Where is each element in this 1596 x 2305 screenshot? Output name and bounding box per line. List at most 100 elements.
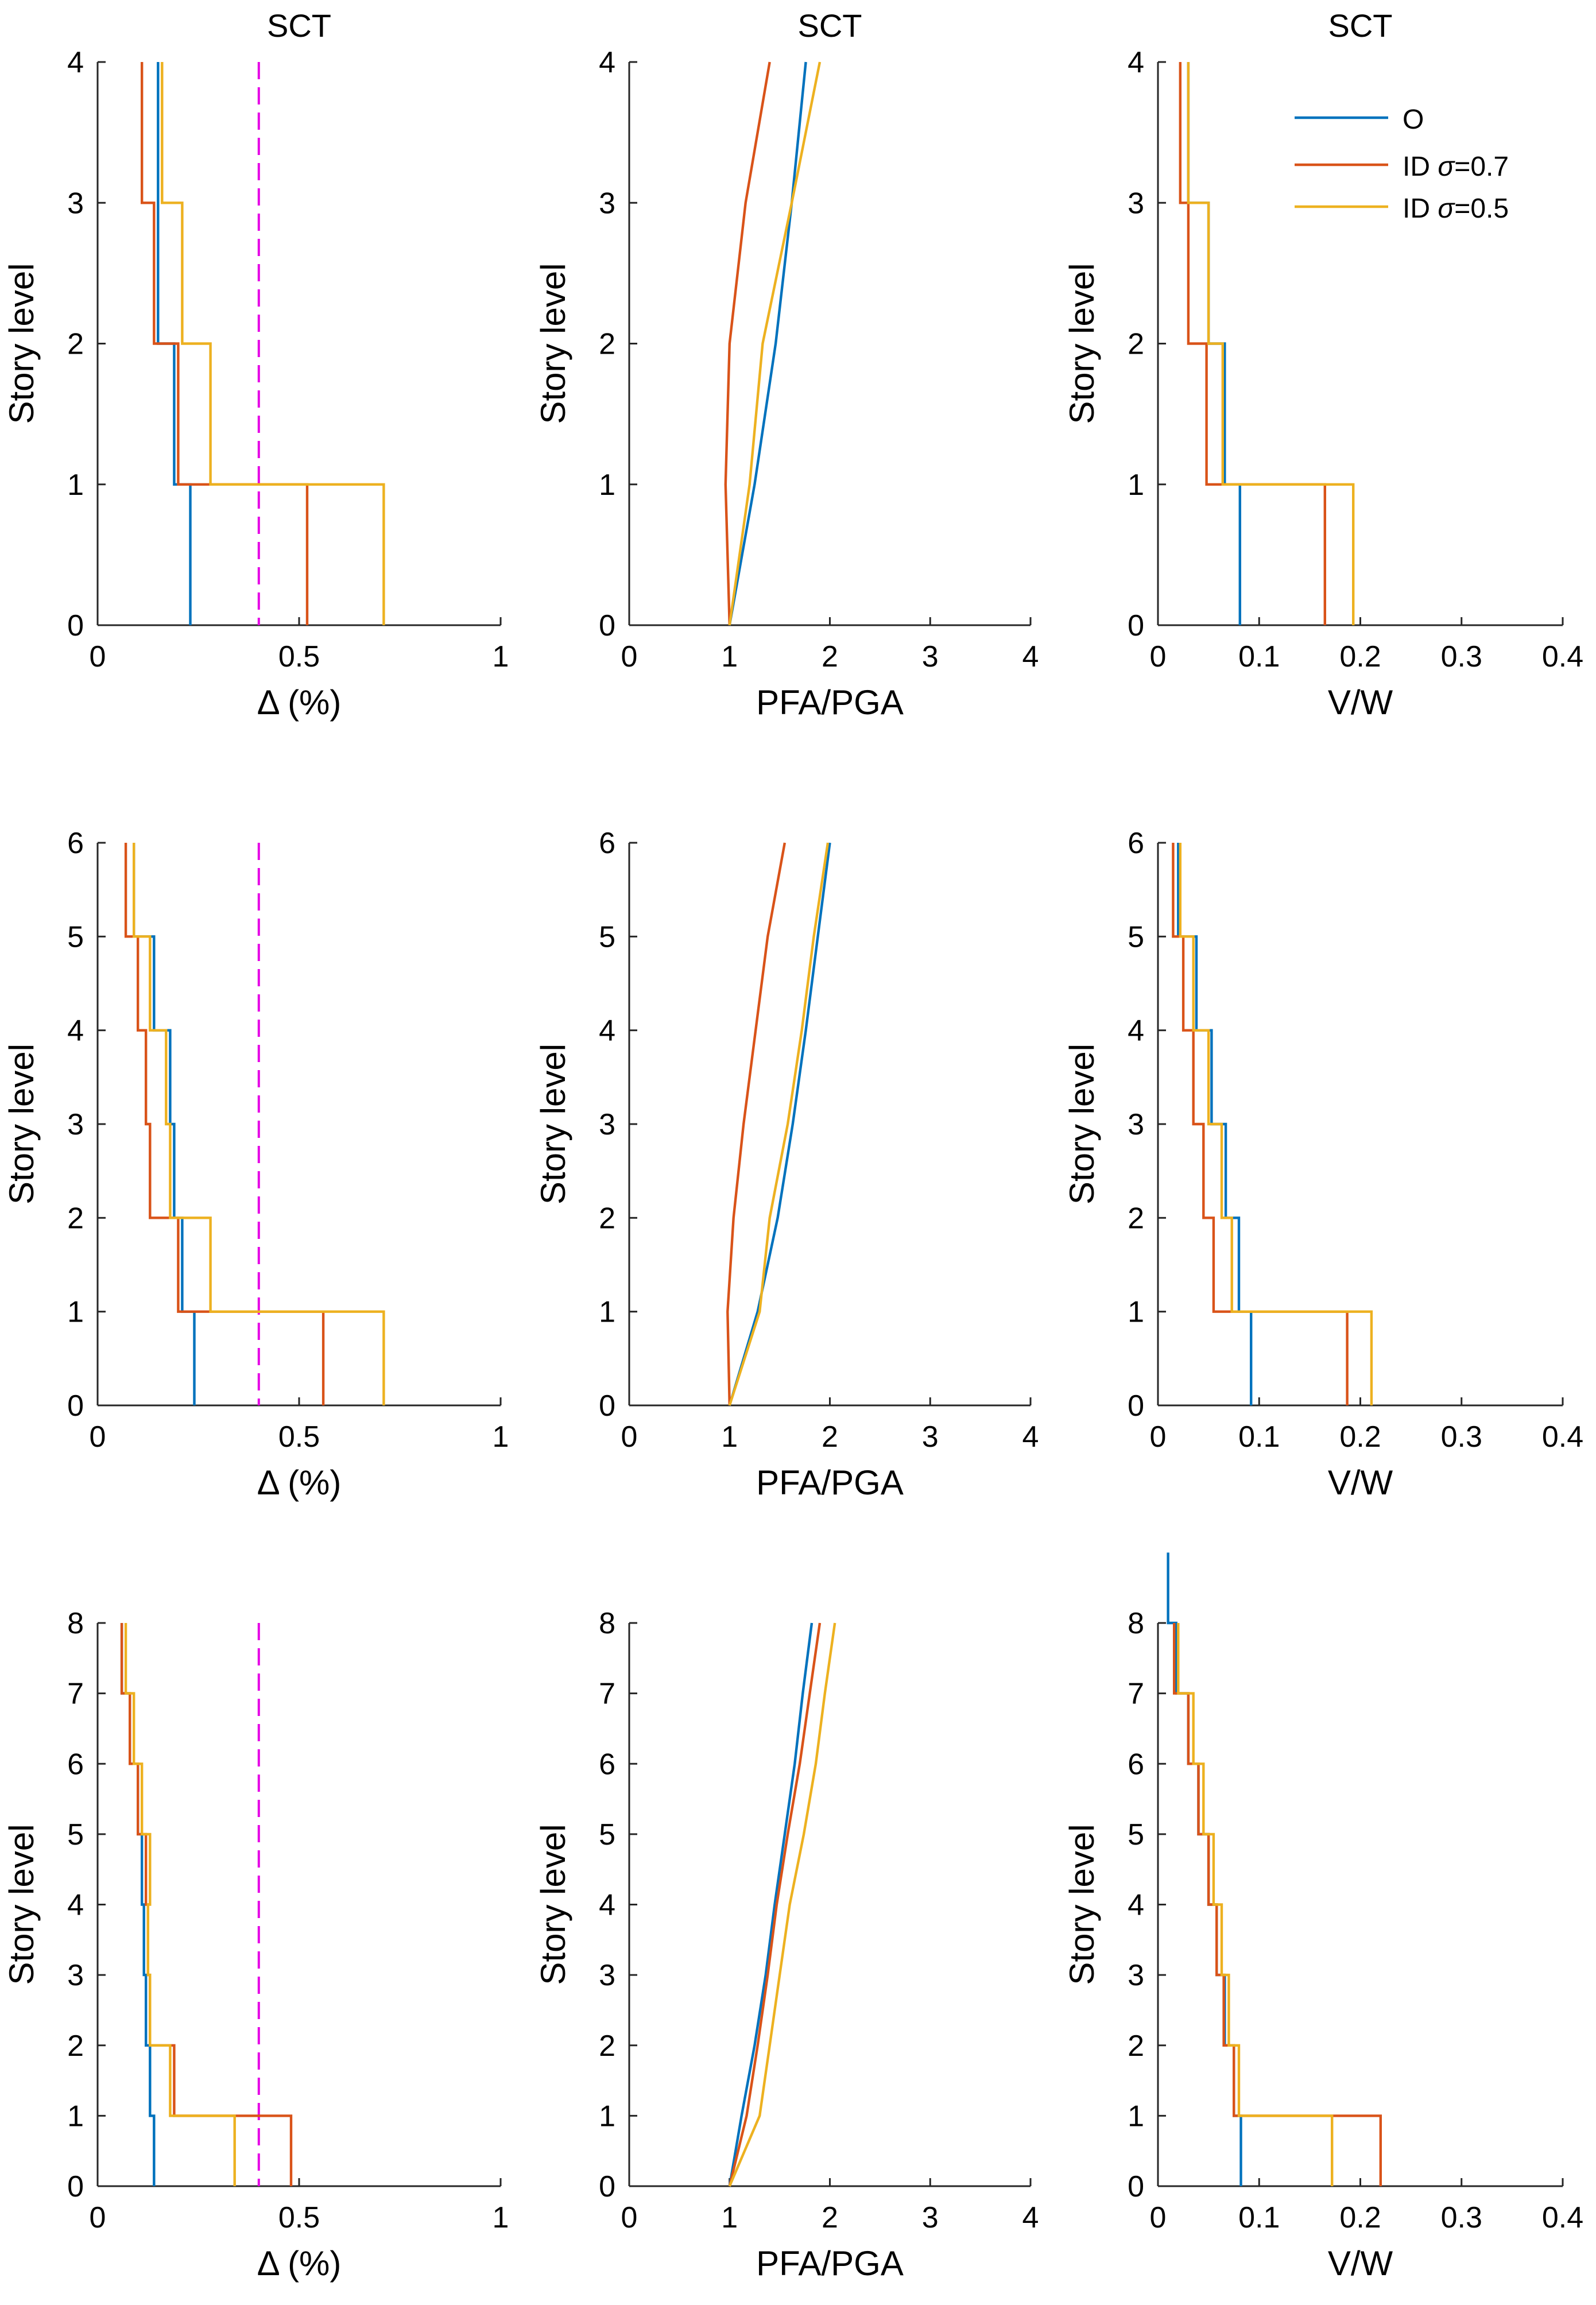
y-tick-label: 3 (1128, 1959, 1144, 1992)
x-tick-label: 1 (493, 640, 509, 673)
y-tick-label: 2 (599, 2029, 615, 2063)
x-axis-label: Δ (%) (257, 2244, 342, 2283)
y-tick-label: 4 (1128, 1889, 1144, 1922)
y-tick-label: 3 (67, 1108, 84, 1141)
y-tick-label: 2 (67, 328, 84, 361)
x-tick-label: 3 (922, 1420, 939, 1454)
y-tick-label: 3 (67, 187, 84, 220)
y-axis-label: Story level (1063, 1824, 1101, 1985)
series-line-ID-0-7 (724, 61, 771, 626)
y-tick-label: 0 (1128, 609, 1144, 642)
legend-sigma-symbol: σ (1438, 193, 1455, 224)
x-tick-label: 1 (721, 1420, 738, 1454)
y-axis-label: Story level (2, 1824, 41, 1985)
x-tick-label: 0.5 (278, 2201, 320, 2234)
x-axis-label: Δ (%) (257, 1463, 342, 1502)
chart-panel-r1c1: 0 1 2 3 4 0 0.5 1 Δ (%) Story level SCT (2, 7, 509, 722)
y-tick-label: 6 (1128, 827, 1144, 860)
y-tick-label: 5 (67, 920, 84, 954)
y-tick-label: 3 (599, 187, 615, 220)
y-tick-label: 1 (599, 468, 615, 502)
legend-sigma-value: =0.7 (1454, 152, 1509, 182)
y-tick-label: 5 (67, 1818, 84, 1851)
y-tick-label: 3 (599, 1108, 615, 1141)
chart-panel-r1c3: 0 1 2 3 4 0 0.1 0.2 0.3 0.4 V/W Story level SCT O ID σ… (1063, 7, 1583, 722)
y-tick-label: 0 (67, 1389, 84, 1423)
x-tick-label: 1 (493, 2201, 509, 2234)
y-tick-label: 3 (1128, 1108, 1144, 1141)
legend-label: ID σ=0.5 (1403, 193, 1509, 224)
x-tick-label: 0 (621, 1420, 638, 1454)
series-line-ID-0-5 (728, 61, 822, 626)
y-tick-label: 4 (1128, 46, 1144, 79)
y-tick-label: 4 (67, 1014, 84, 1048)
y-tick-label: 0 (67, 609, 84, 642)
y-axis-label: Story level (2, 1044, 41, 1204)
y-tick-label: 0 (599, 609, 615, 642)
y-tick-label: 7 (67, 1678, 84, 1711)
x-tick-label: 0 (621, 2201, 638, 2234)
y-tick-label: 0 (1128, 1389, 1144, 1423)
x-axis-label: PFA/PGA (756, 1463, 904, 1502)
y-tick-label: 6 (599, 827, 615, 860)
y-tick-label: 0 (1128, 2170, 1144, 2203)
series-line-ID-0-5 (124, 1623, 236, 2186)
y-axis-label: Story level (534, 263, 572, 424)
y-tick-label: 1 (1128, 468, 1144, 502)
y-tick-label: 6 (599, 1748, 615, 1781)
y-axis-label: Story level (1063, 1044, 1101, 1204)
x-tick-label: 0.4 (1542, 2201, 1583, 2234)
series-line-ID-0-7 (1172, 843, 1349, 1405)
x-tick-label: 0.4 (1542, 640, 1583, 673)
y-tick-label: 1 (67, 2099, 84, 2133)
y-tick-label: 2 (67, 2029, 84, 2063)
y-tick-label: 6 (67, 827, 84, 860)
panel-title: SCT (798, 7, 862, 44)
x-tick-label: 0 (90, 640, 106, 673)
x-tick-label: 0 (1150, 640, 1167, 673)
y-tick-label: 7 (1128, 1678, 1144, 1711)
legend-label-prefix: O (1403, 104, 1424, 135)
x-tick-label: 0.1 (1238, 640, 1280, 673)
chart-panel-r3c3: 0 1 2 3 4 5 6 7 8 0 0.1 0.2 0.3 0.4 V/W Story level (1063, 1552, 1583, 2283)
x-axis-label: V/W (1328, 683, 1393, 722)
x-tick-label: 0.2 (1339, 640, 1381, 673)
y-tick-label: 3 (1128, 187, 1144, 220)
x-tick-label: 4 (1022, 2201, 1039, 2234)
x-tick-label: 0.3 (1441, 640, 1482, 673)
y-tick-label: 2 (1128, 1202, 1144, 1235)
x-tick-label: 0 (90, 2201, 106, 2234)
series-line-ID-0-7 (141, 62, 309, 625)
y-tick-label: 0 (599, 2170, 615, 2203)
y-tick-label: 6 (1128, 1748, 1144, 1781)
x-tick-label: 2 (822, 1420, 838, 1454)
y-tick-label: 3 (599, 1959, 615, 1992)
y-tick-label: 1 (1128, 1296, 1144, 1329)
y-axis-label: Story level (2, 263, 41, 424)
y-axis-label: Story level (534, 1824, 572, 1985)
x-tick-label: 1 (721, 2201, 738, 2234)
x-tick-label: 0 (621, 640, 638, 673)
x-tick-label: 0.1 (1238, 1420, 1280, 1454)
chart-panel-r3c1: 0 1 2 3 4 5 6 7 8 0 0.5 1 Δ (%) Story level (2, 1607, 509, 2283)
y-tick-label: 8 (1128, 1607, 1144, 1640)
y-tick-label: 4 (599, 1889, 615, 1922)
x-axis-label: V/W (1328, 2244, 1393, 2283)
y-tick-label: 4 (599, 46, 615, 79)
x-tick-label: 2 (822, 2201, 838, 2234)
x-axis-label: PFA/PGA (756, 683, 904, 722)
legend-label-prefix: ID (1403, 152, 1438, 182)
panel-title: SCT (267, 7, 331, 44)
y-tick-label: 2 (67, 1202, 84, 1235)
y-tick-label: 5 (1128, 1818, 1144, 1851)
series-line-ID-0-5 (1177, 1623, 1334, 2186)
x-tick-label: 0.2 (1339, 1420, 1381, 1454)
x-tick-label: 0 (90, 1420, 106, 1454)
series-line-ID-0-5 (728, 1622, 836, 2187)
y-tick-label: 0 (599, 1389, 615, 1423)
legend-sigma-value: =0.5 (1454, 193, 1509, 224)
series-line-O (133, 843, 196, 1405)
y-tick-label: 0 (67, 2170, 84, 2203)
chart-panel-r2c1: 0 1 2 3 4 5 6 0 0.5 1 Δ (%) Story level (2, 827, 509, 1502)
